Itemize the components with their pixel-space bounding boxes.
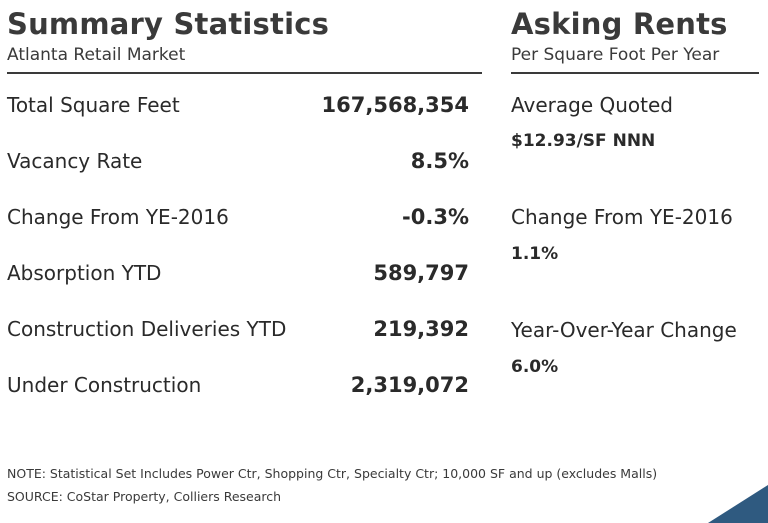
stat-row-under-construction: Under Construction 2,319,072 xyxy=(7,370,469,400)
stat-row-total-square-feet: Total Square Feet 167,568,354 xyxy=(7,90,469,120)
stat-row-construction-deliveries: Construction Deliveries YTD 219,392 xyxy=(7,314,469,344)
rents-divider xyxy=(511,72,759,74)
rent-label-change-from-ye: Change From YE-2016 xyxy=(511,205,733,229)
stat-value: -0.3% xyxy=(402,205,469,229)
footnote-source: SOURCE: CoStar Property, Colliers Resear… xyxy=(7,489,282,504)
rent-value-year-over-year: 6.0% xyxy=(511,357,559,377)
stat-label: Change From YE-2016 xyxy=(7,205,229,229)
footnote-note: NOTE: Statistical Set Includes Power Ctr… xyxy=(7,466,658,481)
stat-value: 589,797 xyxy=(373,261,469,285)
stat-label: Absorption YTD xyxy=(7,261,162,285)
stat-value: 167,568,354 xyxy=(321,93,469,117)
stat-label: Under Construction xyxy=(7,373,202,397)
stat-row-vacancy-rate: Vacancy Rate 8.5% xyxy=(7,146,469,176)
stat-row-absorption-ytd: Absorption YTD 589,797 xyxy=(7,258,469,288)
rent-value-average-quoted: $12.93/SF NNN xyxy=(511,131,656,151)
stat-row-change-from-ye: Change From YE-2016 -0.3% xyxy=(7,202,469,232)
stat-value: 219,392 xyxy=(373,317,469,341)
stat-value: 2,319,072 xyxy=(350,373,469,397)
summary-divider xyxy=(7,72,482,74)
stat-label: Total Square Feet xyxy=(7,93,180,117)
rents-subtitle: Per Square Foot Per Year xyxy=(511,45,720,65)
summary-subtitle: Atlanta Retail Market xyxy=(7,45,186,65)
rent-label-year-over-year: Year-Over-Year Change xyxy=(511,318,737,342)
rents-title: Asking Rents xyxy=(511,7,728,41)
rent-label-average-quoted: Average Quoted xyxy=(511,93,673,117)
rent-value-change-from-ye: 1.1% xyxy=(511,244,559,264)
stat-value: 8.5% xyxy=(410,149,469,173)
stat-label: Vacancy Rate xyxy=(7,149,143,173)
summary-title: Summary Statistics xyxy=(7,7,330,41)
stat-label: Construction Deliveries YTD xyxy=(7,317,287,341)
corner-accent-shape xyxy=(708,485,768,523)
